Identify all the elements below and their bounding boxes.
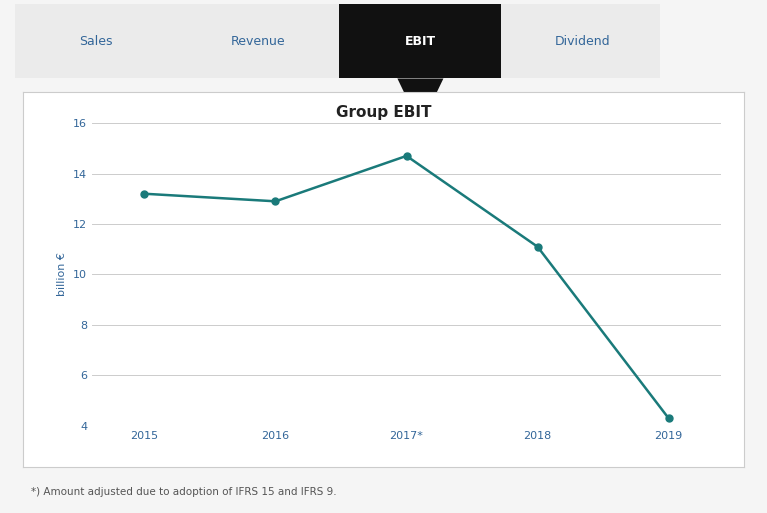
Text: Group EBIT: Group EBIT [336, 105, 431, 120]
Polygon shape [397, 78, 443, 127]
Text: Revenue: Revenue [231, 35, 285, 48]
Text: Sales: Sales [80, 35, 113, 48]
Text: *) Amount adjusted due to adoption of IFRS 15 and IFRS 9.: *) Amount adjusted due to adoption of IF… [31, 487, 336, 497]
FancyBboxPatch shape [15, 5, 660, 78]
FancyBboxPatch shape [339, 5, 502, 78]
Y-axis label: billion €: billion € [58, 252, 67, 297]
Text: Dividend: Dividend [555, 35, 611, 48]
Text: EBIT: EBIT [405, 35, 436, 48]
